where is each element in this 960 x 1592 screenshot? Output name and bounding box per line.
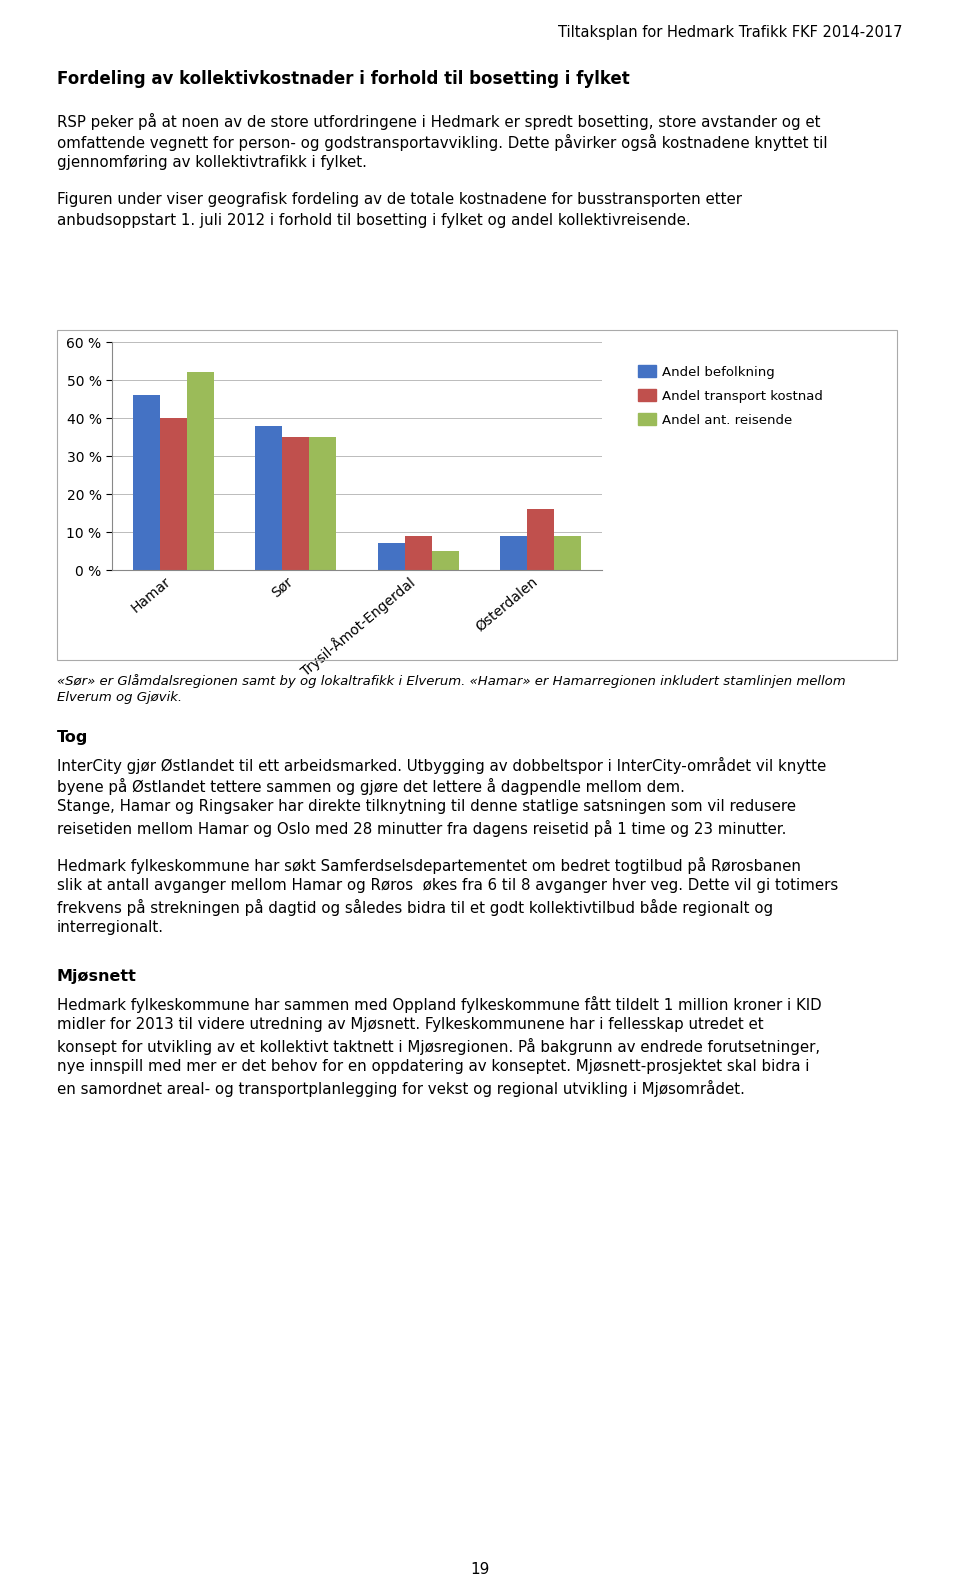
Bar <box>405 537 432 570</box>
Text: frekvens på strekningen på dagtid og således bidra til et godt kollektivtilbud b: frekvens på strekningen på dagtid og sål… <box>57 899 773 915</box>
Bar <box>378 543 405 570</box>
Text: slik at antall avganger mellom Hamar og Røros  økes fra 6 til 8 avganger hver ve: slik at antall avganger mellom Hamar og … <box>57 879 838 893</box>
Text: konsept for utvikling av et kollektivt taktnett i Mjøsregionen. På bakgrunn av e: konsept for utvikling av et kollektivt t… <box>57 1038 820 1055</box>
Text: anbudsoppstart 1. juli 2012 i forhold til bosetting i fylket og andel kollektivr: anbudsoppstart 1. juli 2012 i forhold ti… <box>57 213 690 228</box>
Text: Elverum og Gjøvik.: Elverum og Gjøvik. <box>57 691 182 704</box>
Text: Tiltaksplan for Hedmark Trafikk FKF 2014-2017: Tiltaksplan for Hedmark Trafikk FKF 2014… <box>559 25 903 40</box>
Text: omfattende vegnett for person- og godstransportavvikling. Dette påvirker også ko: omfattende vegnett for person- og godstr… <box>57 134 828 151</box>
Text: 19: 19 <box>470 1562 490 1578</box>
Text: «Sør» er Glåmdalsregionen samt by og lokaltrafikk i Elverum. «Hamar» er Hamarreg: «Sør» er Glåmdalsregionen samt by og lok… <box>57 673 846 688</box>
Text: interregionalt.: interregionalt. <box>57 920 164 935</box>
Text: Hedmark fylkeskommune har sammen med Oppland fylkeskommune fått tildelt 1 millio: Hedmark fylkeskommune har sammen med Opp… <box>57 997 822 1013</box>
Bar <box>500 537 527 570</box>
Text: midler for 2013 til videre utredning av Mjøsnett. Fylkeskommunene har i fellessk: midler for 2013 til videre utredning av … <box>57 1017 763 1032</box>
Bar <box>432 551 459 570</box>
Bar <box>527 509 554 570</box>
Legend: Andel befolkning, Andel transport kostnad, Andel ant. reisende: Andel befolkning, Andel transport kostna… <box>633 360 828 431</box>
Bar <box>159 419 187 570</box>
Bar <box>132 395 159 570</box>
Text: reisetiden mellom Hamar og Oslo med 28 minutter fra dagens reisetid på 1 time og: reisetiden mellom Hamar og Oslo med 28 m… <box>57 820 786 837</box>
Text: Tog: Tog <box>57 731 88 745</box>
Bar <box>187 373 214 570</box>
Text: Figuren under viser geografisk fordeling av de totale kostnadene for busstranspo: Figuren under viser geografisk fordeling… <box>57 193 742 207</box>
Bar <box>282 436 309 570</box>
Bar <box>309 436 336 570</box>
Text: InterCity gjør Østlandet til ett arbeidsmarked. Utbygging av dobbeltspor i Inter: InterCity gjør Østlandet til ett arbeids… <box>57 758 827 774</box>
Text: en samordnet areal- og transportplanlegging for vekst og regional utvikling i Mj: en samordnet areal- og transportplanlegg… <box>57 1079 745 1097</box>
Text: Stange, Hamar og Ringsaker har direkte tilknytning til denne statlige satsningen: Stange, Hamar og Ringsaker har direkte t… <box>57 799 796 814</box>
Text: gjennomføring av kollektivtrafikk i fylket.: gjennomføring av kollektivtrafikk i fylk… <box>57 154 367 170</box>
Text: byene på Østlandet tettere sammen og gjøre det lettere å dagpendle mellom dem.: byene på Østlandet tettere sammen og gjø… <box>57 778 684 794</box>
Text: Mjøsnett: Mjøsnett <box>57 970 137 984</box>
Bar <box>255 425 282 570</box>
Text: RSP peker på at noen av de store utfordringene i Hedmark er spredt bosetting, st: RSP peker på at noen av de store utfordr… <box>57 113 821 131</box>
Bar <box>554 537 581 570</box>
Text: nye innspill med mer er det behov for en oppdatering av konseptet. Mjøsnett-pros: nye innspill med mer er det behov for en… <box>57 1059 809 1075</box>
Text: Fordeling av kollektivkostnader i forhold til bosetting i fylket: Fordeling av kollektivkostnader i forhol… <box>57 70 630 88</box>
Text: Hedmark fylkeskommune har søkt Samferdselsdepartementet om bedret togtilbud på R: Hedmark fylkeskommune har søkt Samferdse… <box>57 856 801 874</box>
